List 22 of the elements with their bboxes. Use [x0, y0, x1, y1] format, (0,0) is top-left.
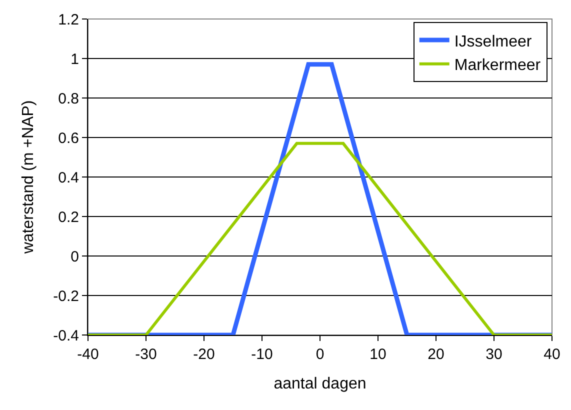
y-tick-label: -0.4 [53, 327, 79, 344]
y-tick-label: 1.2 [58, 11, 79, 28]
x-tick-label: -10 [251, 346, 273, 363]
x-tick-label: -20 [193, 346, 215, 363]
legend-label: IJsselmeer [454, 33, 532, 50]
y-tick-label: 1 [70, 50, 79, 68]
legend-label: Markermeer [454, 57, 542, 74]
y-tick-label: -0.2 [53, 288, 79, 305]
x-tick-label: 20 [428, 346, 444, 363]
x-tick-label: 30 [486, 346, 502, 363]
y-tick-label: 0 [70, 248, 79, 266]
y-tick-label: 0.4 [58, 169, 79, 186]
x-axis-title: aantal dagen [274, 376, 366, 393]
y-tick-label: 0.6 [58, 130, 79, 147]
x-tick-label: 40 [544, 346, 560, 363]
x-tick-label: 10 [370, 346, 386, 363]
x-tick-label: -30 [135, 346, 157, 363]
x-tick-label: -40 [77, 346, 99, 363]
y-tick-label: 0.2 [58, 208, 79, 226]
y-tick-label: 0.8 [58, 90, 79, 108]
x-tick-label: 0 [316, 346, 324, 363]
y-axis-title: waterstand (m +NAP) [20, 100, 38, 255]
